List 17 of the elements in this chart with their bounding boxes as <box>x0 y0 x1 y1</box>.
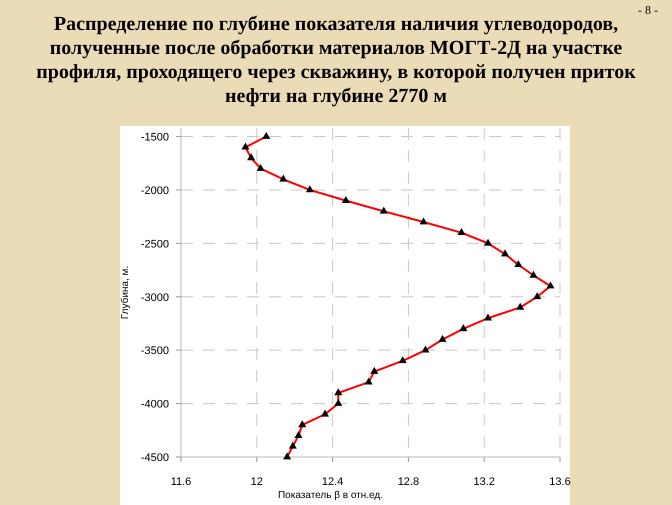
x-tick-label: 13.6 <box>549 476 571 488</box>
x-tick-label: 12 <box>250 476 263 488</box>
x-tick-label: 11.6 <box>170 476 192 488</box>
x-tick-label: 12.4 <box>322 476 344 488</box>
x-axis-title: Показатель β в отн.ед. <box>278 490 384 501</box>
chart-title: Распределение по глубине показателя наличия углеводородов, полученные после обработки материалов МОГТ-2Д на участке профиля, проходящего через скважину, в которой получен приток нефти на глубине 2770 м <box>36 13 636 107</box>
y-tick-label: -3000 <box>140 292 169 304</box>
y-tick-label: -2000 <box>140 184 169 197</box>
text: - 8 - <box>638 3 658 17</box>
x-tick-label: 13.2 <box>473 476 495 488</box>
y-tick-label: -4500 <box>140 452 169 464</box>
y-tick-label: -2500 <box>140 238 169 250</box>
x-tick-label: 12.8 <box>398 476 420 488</box>
y-tick-label: -4000 <box>140 398 169 411</box>
y-axis-title: Глубина, м. <box>120 266 131 320</box>
y-tick-label: -1500 <box>140 132 169 144</box>
y-tick-label: -3500 <box>140 345 169 358</box>
